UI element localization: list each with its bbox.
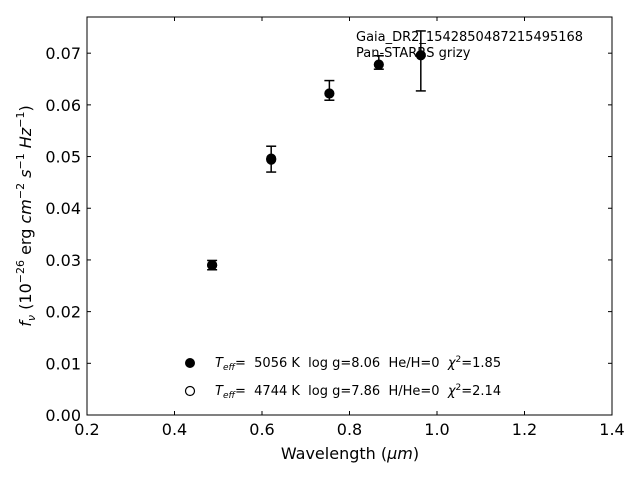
model-point-filled [324,88,335,99]
x-tick-label: 1.2 [512,420,537,439]
star-id-label: Gaia_DR2_1542850487215495168 [356,30,583,45]
x-axis-label: Wavelength (μm) [281,444,419,463]
error-bars [207,30,426,271]
y-tick-label: 0.01 [45,354,81,373]
y-tick-label: 0.05 [45,148,81,167]
x-tick-label: 0.8 [337,420,362,439]
y-tick-label: 0.00 [45,406,81,425]
legend-entry-2: Teff= 4744 K log g=7.86 H/He=0 χ2=2.14 [215,383,501,401]
y-tick-label: 0.02 [45,303,81,322]
data-points [207,50,426,271]
x-tick-label: 0.6 [249,420,274,439]
legend: Teff= 5056 K log g=8.06 He/H=0 χ2=1.85 T… [184,355,501,401]
y-axis-label: fν (10−26 erg cm−2 s−1 Hz−1) [14,105,38,326]
model-point-filled [266,153,277,164]
y-tick-label: 0.06 [45,96,81,115]
y-tick-label: 0.04 [45,199,81,218]
model-point-filled [373,59,384,70]
legend-marker-open [184,385,196,397]
legend-entry-1: Teff= 5056 K log g=8.06 He/H=0 χ2=1.85 [215,355,501,373]
plot-frame [86,16,613,416]
model-point-filled [207,260,218,271]
model-point-filled [415,50,426,61]
survey-label: Pan-STARRS grizy [356,46,471,61]
tick-labels: 0.2 0.4 0.6 0.8 1.0 1.2 1.4 0.00 0.01 0.02 0.03 0.0… [45,44,624,439]
x-tick-label: 1.4 [599,420,624,439]
x-tick-label: 0.2 [74,420,99,439]
x-tick-label: 0.4 [162,420,187,439]
y-tick-label: 0.07 [45,44,81,63]
legend-marker-filled [185,358,195,368]
x-tick-label: 1.0 [424,420,449,439]
y-tick-label: 0.03 [45,251,81,270]
